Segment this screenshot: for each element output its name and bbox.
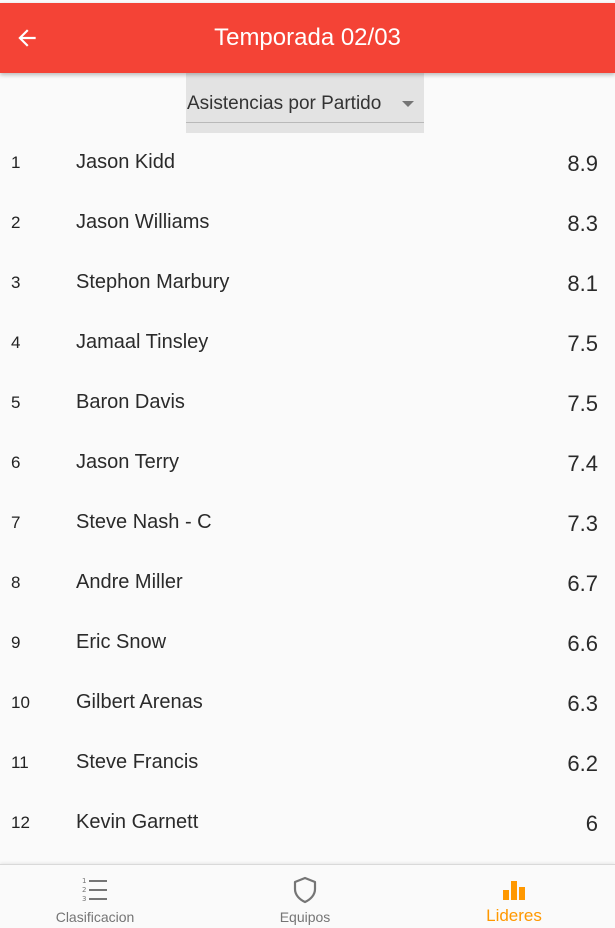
numbered-list-icon: 1 2 3 (82, 877, 107, 903)
leader-rank: 1 (11, 153, 21, 172)
leader-name: Kevin Garnett (76, 811, 199, 833)
leader-rank: 12 (11, 813, 30, 832)
page-title: Temporada 02/03 (214, 24, 401, 51)
leader-rank: 6 (11, 453, 21, 472)
shield-icon (293, 876, 317, 904)
leader-row[interactable]: 1 Jason Kidd 8.9 (0, 133, 615, 193)
leader-value: 6.6 (567, 631, 598, 656)
svg-text:3: 3 (82, 895, 86, 903)
status-strip (0, 0, 615, 3)
leader-row[interactable]: 5 Baron Davis 7.5 (0, 373, 615, 433)
leader-value: 6.3 (567, 691, 598, 716)
leader-value: 7.5 (567, 331, 598, 356)
leader-row[interactable]: 4 Jamaal Tinsley 7.5 (0, 313, 615, 373)
caret-down-icon (402, 101, 414, 107)
leader-rank: 2 (11, 213, 21, 232)
leader-row[interactable]: 12 Kevin Garnett 6 (0, 793, 615, 853)
svg-text:1: 1 (82, 877, 86, 885)
leader-row[interactable]: 3 Stephon Marbury 8.1 (0, 253, 615, 313)
bar-chart-icon (503, 881, 525, 900)
leader-value: 7.3 (567, 511, 598, 536)
leader-value: 8.9 (567, 151, 598, 176)
leader-rank: 11 (11, 753, 29, 772)
svg-text:2: 2 (82, 886, 86, 894)
leader-name: Stephon Marbury (76, 271, 230, 293)
leader-name: Jason Williams (76, 211, 210, 233)
leader-rank: 5 (11, 393, 21, 412)
leader-rank: 3 (11, 273, 21, 292)
leader-rank: 10 (11, 693, 30, 712)
leader-value: 6 (585, 811, 598, 836)
leader-name: Gilbert Arenas (76, 691, 203, 713)
dropdown-underline (186, 122, 424, 123)
leader-name: Jason Terry (76, 451, 180, 473)
arrow-left-icon (18, 29, 36, 47)
leader-row[interactable]: 6 Jason Terry 7.4 (0, 433, 615, 493)
leader-name: Jason Kidd (76, 151, 175, 173)
leader-value: 7.4 (567, 451, 598, 476)
bottom-navigation: 1 2 3 Clasificacion Equipos Lideres (0, 864, 615, 928)
leader-row[interactable]: 10 Gilbert Arenas 6.3 (0, 673, 615, 733)
leader-rank: 4 (11, 333, 21, 352)
leader-name: Eric Snow (76, 631, 167, 653)
leader-value: 8.3 (567, 211, 598, 236)
stat-dropdown-value: Asistencias por Partido (187, 93, 382, 114)
leader-name: Andre Miller (76, 571, 183, 593)
leader-value: 6.2 (567, 751, 598, 776)
nav-item-lideres[interactable]: Lideres (419, 865, 609, 928)
leader-row[interactable]: 9 Eric Snow 6.6 (0, 613, 615, 673)
leader-value: 7.5 (567, 391, 598, 416)
nav-item-clasificacion[interactable]: 1 2 3 Clasificacion (0, 865, 190, 928)
leader-value: 8.1 (567, 271, 598, 296)
app-bar: Temporada 02/03 (0, 3, 615, 73)
nav-label-equipos: Equipos (279, 909, 331, 925)
leader-row[interactable]: 2 Jason Williams 8.3 (0, 193, 615, 253)
leader-rank: 8 (11, 573, 21, 592)
leader-rank: 7 (11, 513, 21, 532)
leader-row[interactable]: 11 Steve Francis 6.2 (0, 733, 615, 793)
stat-dropdown[interactable]: Asistencias por Partido (186, 73, 424, 133)
nav-label-clasificacion: Clasificacion (55, 909, 135, 925)
leader-name: Steve Nash - C (76, 511, 212, 533)
leader-value: 6.7 (567, 571, 598, 596)
leader-name: Baron Davis (76, 391, 185, 413)
back-button[interactable] (6, 16, 48, 60)
leader-row[interactable]: 7 Steve Nash - C 7.3 (0, 493, 615, 553)
leaders-list: 1 Jason Kidd 8.9 2 Jason Williams 8.3 3 … (0, 133, 615, 853)
leader-name: Jamaal Tinsley (76, 331, 209, 353)
leader-rank: 9 (11, 633, 21, 652)
nav-label-lideres: Lideres (486, 906, 542, 925)
nav-item-equipos[interactable]: Equipos (210, 865, 400, 928)
leader-row[interactable]: 8 Andre Miller 6.7 (0, 553, 615, 613)
leader-name: Steve Francis (76, 751, 199, 773)
